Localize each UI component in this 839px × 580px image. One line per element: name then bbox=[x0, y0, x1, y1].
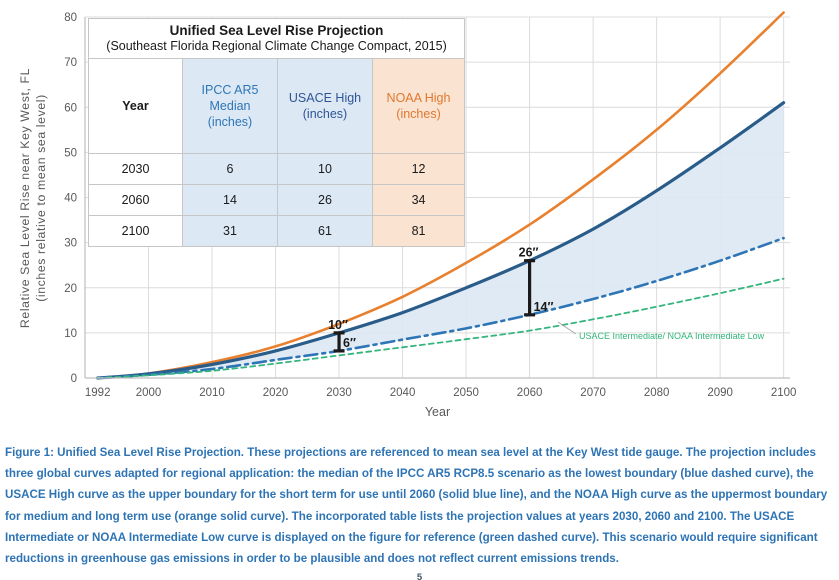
projection-table: Unified Sea Level Rise Projection (South… bbox=[87, 18, 466, 247]
usace-value-cell: 10 bbox=[277, 153, 373, 185]
page-number: 5 bbox=[416, 572, 423, 580]
noaa-high-curve bbox=[96, 11, 785, 380]
x-tick-label-2010: 2010 bbox=[199, 387, 225, 399]
table-title-row: Unified Sea Level Rise Projection (South… bbox=[87, 18, 466, 59]
x-tick-label-2090: 2090 bbox=[707, 387, 733, 399]
noaa-value-cell: 34 bbox=[371, 184, 466, 216]
x-tick-label-1992: 1992 bbox=[85, 387, 111, 399]
usace-value-cell: 26 bbox=[277, 184, 373, 216]
noaa-value-cell: 12 bbox=[371, 153, 466, 185]
y-tick-label-60: 60 bbox=[64, 102, 77, 114]
figure-caption: Figure 1: Unified Sea Level Rise Project… bbox=[5, 446, 828, 566]
x-tick-label-2000: 2000 bbox=[136, 387, 162, 399]
x-tick-label-2070: 2070 bbox=[580, 387, 606, 399]
table-header-row: Year IPCC AR5 Median (inches) USACE High… bbox=[88, 58, 466, 154]
ipcc-value-cell: 31 bbox=[182, 215, 278, 247]
usace-high-curve bbox=[96, 101, 786, 380]
table-row-2060: 2060 14 26 34 bbox=[88, 184, 466, 216]
chart-region: 10″ 6″ 26″ 14″ USACE Intermediate/ NOAA Inte… bbox=[18, 11, 797, 419]
callout-leader-line bbox=[557, 321, 577, 335]
year-cell: 2030 bbox=[88, 153, 183, 185]
x-tick-label-2020: 2020 bbox=[263, 387, 289, 399]
table-title: Unified Sea Level Rise Projection bbox=[169, 23, 384, 38]
x-tick-label-2080: 2080 bbox=[644, 387, 670, 399]
y-tick-label-40: 40 bbox=[64, 193, 77, 205]
annotation-high-label: 10″ bbox=[328, 318, 348, 332]
x-tick-label-2040: 2040 bbox=[390, 387, 416, 399]
year-cell: 2100 bbox=[88, 215, 183, 247]
ipcc-value-cell: 6 bbox=[182, 153, 278, 185]
green-curve-label: USACE Intermediate/ NOAA Intermediate Lo… bbox=[579, 331, 765, 341]
x-axis-title: Year bbox=[425, 405, 450, 419]
y-axis-title-line1: Relative Sea Level Rise near Key West, F… bbox=[18, 68, 32, 328]
year-cell: 2060 bbox=[88, 184, 183, 216]
col-header-year: Year bbox=[88, 58, 183, 154]
y-tick-label-0: 0 bbox=[71, 373, 77, 385]
ipcc-value-cell: 14 bbox=[182, 184, 278, 216]
y-tick-label-20: 20 bbox=[64, 283, 77, 295]
annotation-low-label: 14″ bbox=[534, 300, 554, 314]
y-axis-title-line2: (inches relative to mean sea level) bbox=[34, 94, 48, 302]
col-header-noaa-high: NOAA High (inches) bbox=[371, 58, 466, 154]
projection-band bbox=[97, 102, 784, 378]
table-row-2100: 2100 31 61 81 bbox=[88, 215, 466, 247]
table-subtitle: (Southeast Florida Regional Climate Chan… bbox=[106, 39, 447, 53]
x-tick-label-2030: 2030 bbox=[326, 387, 352, 399]
x-tick-label-2100: 2100 bbox=[771, 387, 797, 399]
x-tick-label-2060: 2060 bbox=[517, 387, 543, 399]
col-header-ipcc-ar5-median: IPCC AR5 Median (inches) bbox=[182, 58, 278, 154]
y-tick-label-70: 70 bbox=[64, 57, 77, 69]
table-row-2030: 2030 6 10 12 bbox=[88, 153, 466, 185]
annotation-high-label: 26″ bbox=[519, 246, 539, 260]
col-header-usace-high: USACE High (inches) bbox=[277, 58, 373, 154]
annotation-low-label: 6″ bbox=[343, 336, 356, 350]
y-tick-label-10: 10 bbox=[64, 328, 77, 340]
noaa-value-cell: 81 bbox=[371, 215, 466, 247]
y-tick-label-50: 50 bbox=[64, 147, 77, 159]
usace-value-cell: 61 bbox=[277, 215, 373, 247]
y-tick-label-30: 30 bbox=[64, 238, 77, 250]
x-tick-label-2050: 2050 bbox=[453, 387, 479, 399]
y-tick-label-80: 80 bbox=[64, 12, 77, 24]
ipcc-ar5-median-curve bbox=[96, 236, 785, 380]
